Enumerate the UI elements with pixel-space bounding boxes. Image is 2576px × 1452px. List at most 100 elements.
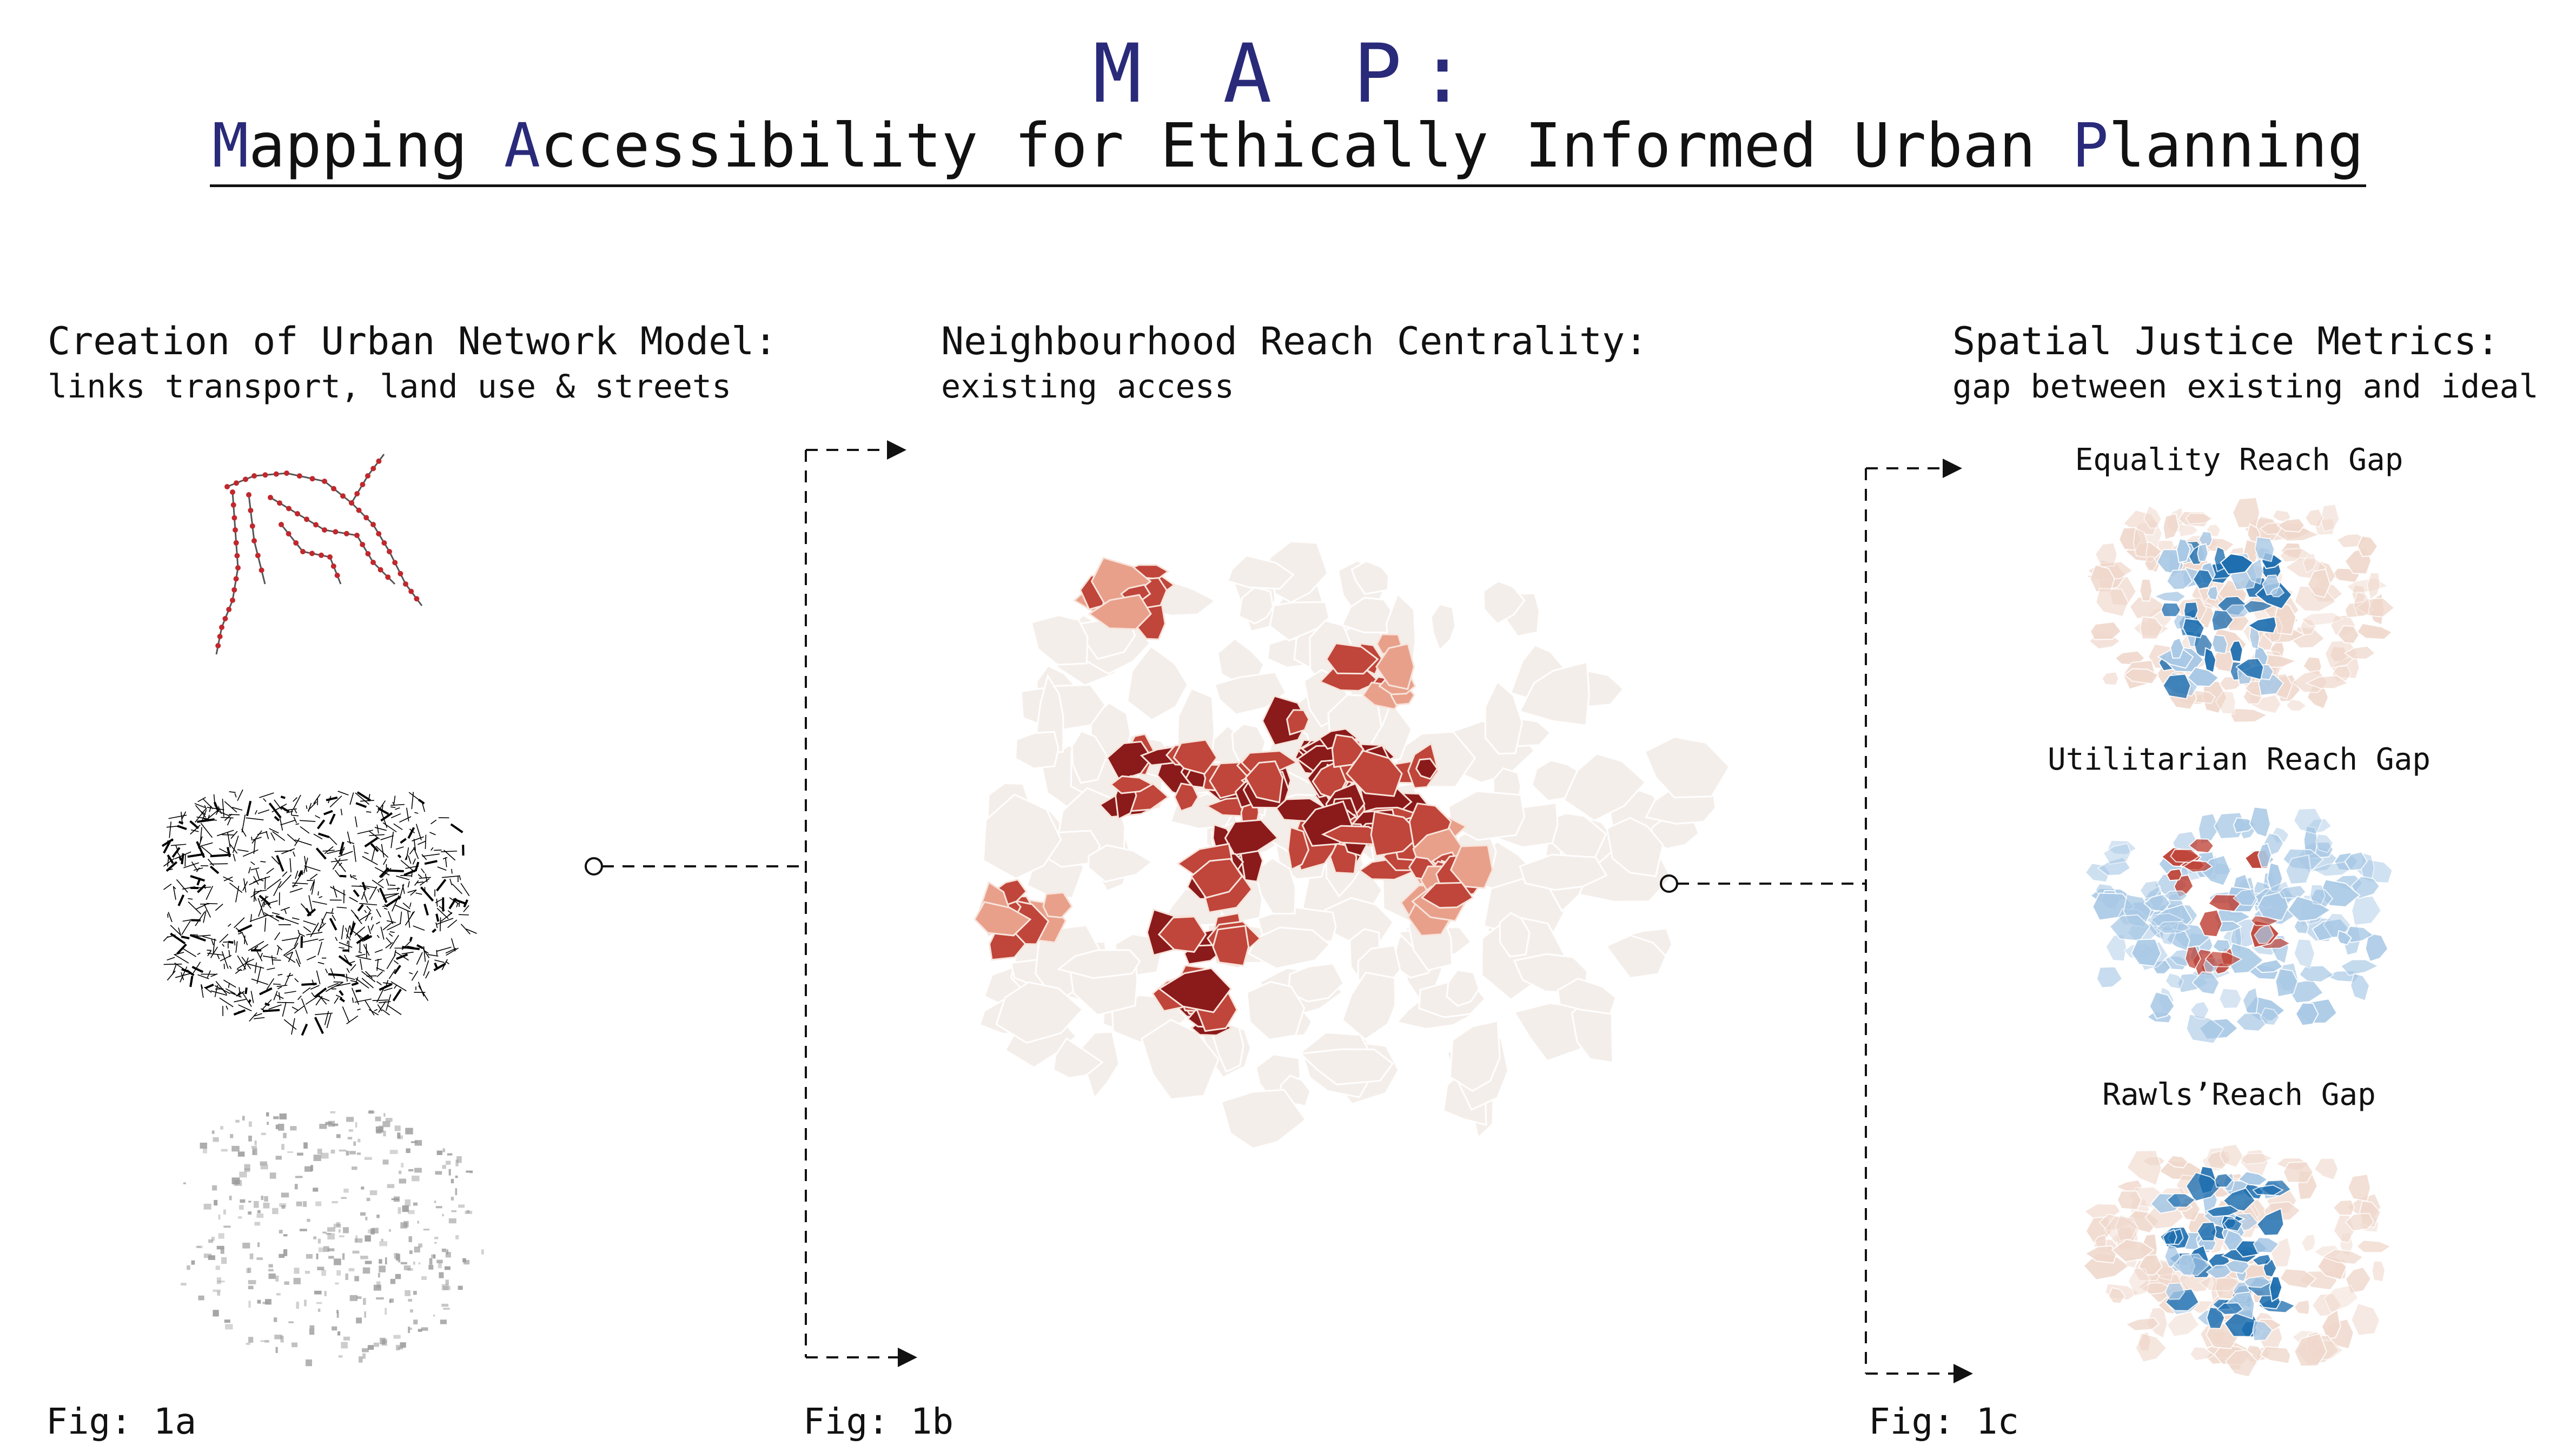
transit-stop bbox=[230, 489, 235, 495]
street-segment bbox=[339, 997, 345, 1003]
street-segment bbox=[176, 879, 188, 893]
land-parcel bbox=[264, 1340, 269, 1343]
street-segment bbox=[374, 827, 387, 831]
land-parcel bbox=[443, 1308, 450, 1310]
street-segment bbox=[190, 829, 199, 832]
land-parcel bbox=[239, 1171, 247, 1178]
land-parcel bbox=[290, 1126, 297, 1131]
transit-stop bbox=[327, 554, 333, 560]
neighbourhood-polygon bbox=[1087, 844, 1154, 883]
land-parcel bbox=[397, 1132, 401, 1139]
street-segment bbox=[298, 932, 305, 937]
street-segment bbox=[341, 925, 344, 940]
street-segment bbox=[333, 981, 343, 983]
land-parcel bbox=[367, 1345, 374, 1350]
land-parcel bbox=[360, 1212, 366, 1216]
street-segment bbox=[458, 902, 460, 907]
land-parcel bbox=[342, 1253, 345, 1260]
street-segment bbox=[406, 807, 409, 821]
neighbourhood-polygon bbox=[1519, 661, 1590, 726]
land-parcel bbox=[383, 1113, 386, 1117]
street-segment bbox=[191, 966, 204, 973]
neighbourhood-polygon-reach bbox=[1287, 826, 1310, 871]
land-parcel bbox=[337, 1331, 341, 1336]
land-parcel bbox=[293, 1277, 301, 1284]
gap-polygon bbox=[2295, 1002, 2319, 1026]
gap-polygon-core bbox=[2216, 1302, 2244, 1315]
transit-stop bbox=[363, 515, 369, 521]
land-parcel bbox=[413, 1320, 418, 1324]
land-parcel bbox=[322, 1231, 327, 1234]
street-segment bbox=[414, 812, 419, 814]
land-parcel bbox=[268, 1273, 276, 1279]
gap-polygon bbox=[2336, 625, 2360, 645]
street-segment bbox=[170, 844, 187, 846]
land-parcel bbox=[408, 1169, 414, 1172]
street-segment bbox=[321, 918, 324, 925]
transit-stop bbox=[279, 522, 284, 527]
street-segment bbox=[181, 936, 190, 940]
land-parcel bbox=[355, 1122, 357, 1128]
street-segment bbox=[416, 944, 423, 949]
gap-polygon bbox=[2321, 1309, 2341, 1340]
rawls-gap-title: Rawls’Reach Gap bbox=[2102, 1077, 2376, 1112]
gap-polygon bbox=[2293, 1299, 2310, 1316]
land-parcel bbox=[257, 1242, 260, 1248]
land-parcel bbox=[402, 1205, 409, 1212]
street-segment bbox=[447, 919, 458, 929]
land-parcel bbox=[283, 1132, 287, 1138]
gap-polygon bbox=[2101, 671, 2120, 686]
street-segment bbox=[386, 954, 396, 970]
street-segment bbox=[181, 920, 191, 935]
street-segment bbox=[210, 990, 227, 996]
neighbourhood-polygon-reach bbox=[1190, 858, 1243, 899]
street-segment bbox=[277, 973, 283, 976]
gap-polygon-core bbox=[2205, 1205, 2241, 1217]
street-segment bbox=[354, 914, 362, 925]
street-segment bbox=[243, 878, 247, 893]
gap-polygon bbox=[2343, 645, 2376, 660]
street-segment bbox=[304, 856, 307, 872]
street-segment bbox=[316, 819, 326, 830]
street-segment bbox=[222, 944, 225, 947]
land-parcel bbox=[247, 1268, 251, 1273]
land-parcel bbox=[451, 1210, 457, 1212]
land-parcel bbox=[385, 1118, 393, 1122]
street-segment bbox=[219, 997, 234, 1007]
street-segment bbox=[334, 858, 346, 872]
gap-polygon bbox=[2095, 588, 2129, 618]
street-segment bbox=[341, 846, 345, 856]
land-parcel bbox=[339, 1149, 347, 1152]
street-segment bbox=[251, 830, 262, 844]
street-segment bbox=[349, 925, 353, 934]
street-segment bbox=[463, 905, 469, 912]
gap-polygon-core bbox=[2153, 591, 2187, 603]
transit-stop bbox=[268, 495, 273, 500]
street-segment bbox=[396, 876, 410, 880]
street-segment bbox=[388, 933, 393, 937]
street-segment bbox=[177, 825, 187, 831]
street-segment bbox=[427, 954, 439, 957]
street-segment bbox=[409, 828, 415, 834]
street-segment bbox=[314, 1017, 324, 1035]
street-segment bbox=[233, 1009, 246, 1016]
gap-polygon bbox=[2356, 1239, 2392, 1254]
gap-polygon-core bbox=[2269, 586, 2285, 598]
street-segment bbox=[233, 853, 236, 861]
gap-polygon bbox=[2107, 839, 2138, 856]
gap-polygon bbox=[2219, 987, 2242, 1009]
gap-polygon-core bbox=[2184, 946, 2202, 970]
street-segment bbox=[350, 964, 356, 971]
street-segment bbox=[215, 904, 223, 911]
street-segment bbox=[317, 891, 319, 896]
land-parcel bbox=[218, 1215, 221, 1220]
street-segment bbox=[304, 865, 321, 872]
street-segment bbox=[459, 875, 461, 880]
land-parcel bbox=[256, 1257, 263, 1260]
street-segment bbox=[345, 927, 348, 932]
land-parcel bbox=[220, 1248, 224, 1254]
street-segment bbox=[280, 819, 296, 826]
gap-polygon bbox=[2307, 568, 2331, 598]
street-segment bbox=[376, 824, 379, 834]
land-parcel bbox=[343, 1188, 349, 1193]
